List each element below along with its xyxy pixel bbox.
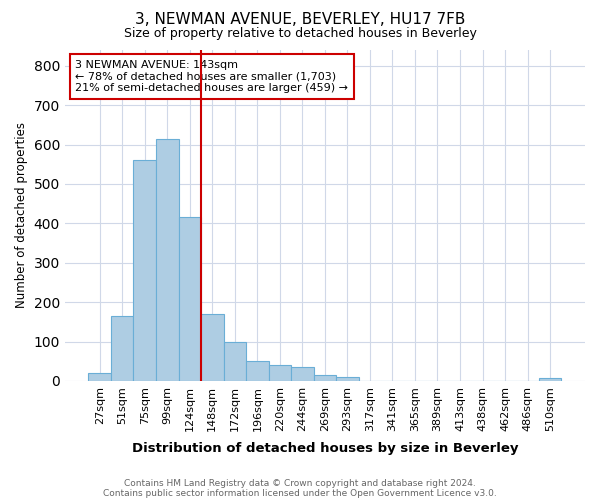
Bar bbox=[133, 160, 156, 381]
Bar bbox=[88, 373, 111, 381]
Bar bbox=[314, 375, 336, 381]
Text: Contains public sector information licensed under the Open Government Licence v3: Contains public sector information licen… bbox=[103, 488, 497, 498]
Bar bbox=[291, 367, 314, 381]
Bar bbox=[111, 316, 133, 381]
Bar bbox=[179, 218, 201, 381]
Bar bbox=[539, 378, 562, 381]
Bar bbox=[269, 365, 291, 381]
Bar bbox=[156, 138, 179, 381]
Y-axis label: Number of detached properties: Number of detached properties bbox=[15, 122, 28, 308]
Bar bbox=[246, 361, 269, 381]
Bar bbox=[201, 314, 224, 381]
Text: Contains HM Land Registry data © Crown copyright and database right 2024.: Contains HM Land Registry data © Crown c… bbox=[124, 478, 476, 488]
Bar bbox=[224, 342, 246, 381]
Text: 3, NEWMAN AVENUE, BEVERLEY, HU17 7FB: 3, NEWMAN AVENUE, BEVERLEY, HU17 7FB bbox=[135, 12, 465, 28]
Text: 3 NEWMAN AVENUE: 143sqm
← 78% of detached houses are smaller (1,703)
21% of semi: 3 NEWMAN AVENUE: 143sqm ← 78% of detache… bbox=[75, 60, 348, 93]
X-axis label: Distribution of detached houses by size in Beverley: Distribution of detached houses by size … bbox=[131, 442, 518, 455]
Text: Size of property relative to detached houses in Beverley: Size of property relative to detached ho… bbox=[124, 28, 476, 40]
Bar bbox=[336, 377, 359, 381]
